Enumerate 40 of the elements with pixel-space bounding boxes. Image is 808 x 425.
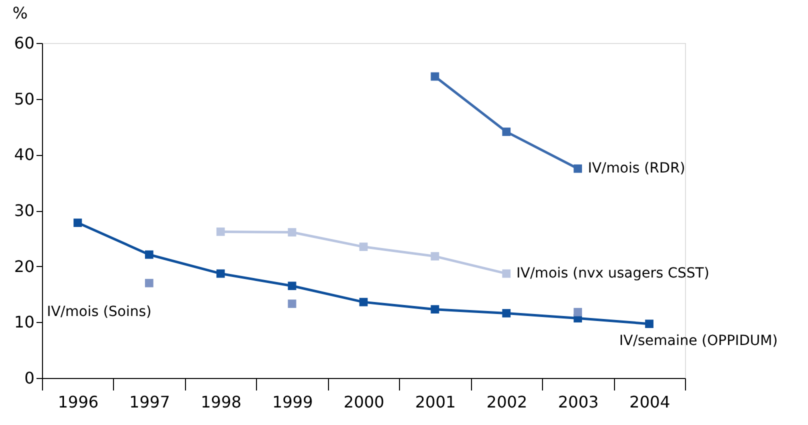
y-tick-label: 20 [14, 256, 34, 276]
series-label: IV/mois (Soins) [46, 304, 152, 320]
point [502, 309, 511, 318]
y-tick-label: 30 [14, 201, 34, 220]
x-tick-label: 2003 [558, 392, 599, 412]
series-label: IV/semaine (OPPIDUM) [619, 332, 778, 349]
point [288, 228, 296, 236]
point [502, 128, 511, 136]
y-tick-label: 50 [14, 89, 34, 108]
x-tick-label: 2001 [415, 392, 456, 412]
point [430, 252, 440, 260]
y-axis-title: % [12, 4, 28, 22]
point [74, 218, 82, 227]
y-tick-label: 40 [14, 145, 34, 164]
x-tick-label: 1997 [129, 392, 170, 412]
point [288, 300, 296, 308]
x-tick-label: 1996 [58, 392, 99, 412]
point [144, 278, 154, 288]
y-tick-label: 60 [14, 34, 34, 52]
x-tick-label: 2004 [629, 392, 670, 412]
series-label: IV/mois (RDR) [588, 160, 686, 177]
x-tick-label: 1998 [200, 392, 242, 412]
x-tick-label: 1999 [272, 392, 313, 412]
point [430, 305, 440, 314]
point [288, 282, 296, 290]
point [502, 269, 511, 278]
y-tick-label: 0 [24, 368, 34, 388]
point [359, 298, 368, 306]
x-tick-label: 2000 [344, 392, 384, 412]
series-label: IV/mois (nvx usagers CSST) [516, 266, 710, 282]
y-tick-label: 10 [14, 312, 34, 332]
point [574, 308, 582, 316]
point [144, 250, 154, 259]
point [359, 242, 368, 251]
point [216, 269, 225, 278]
x-tick-label: 2002 [486, 392, 528, 412]
point [430, 72, 440, 81]
point [574, 164, 582, 173]
point [645, 320, 654, 328]
point [216, 228, 225, 236]
